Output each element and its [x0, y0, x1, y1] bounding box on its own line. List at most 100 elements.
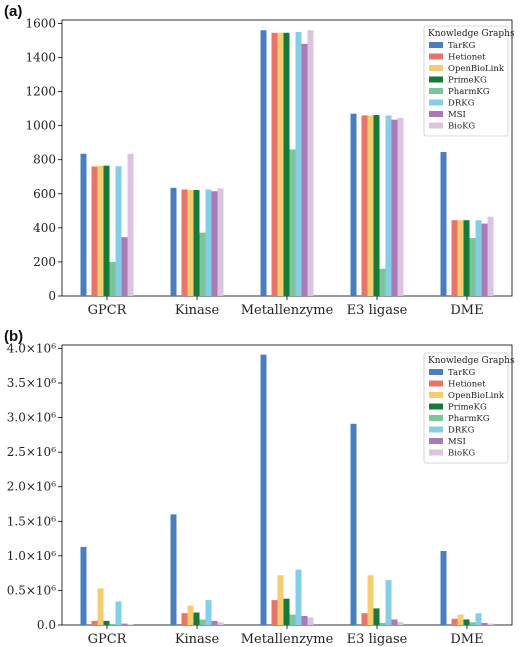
bar-primekg: [103, 620, 110, 625]
legend-swatch: [429, 403, 443, 410]
y-tick-label: 3.0×10⁶: [7, 411, 56, 425]
y-tick-label: 1200: [25, 85, 56, 99]
y-tick-label: 1.0×10⁶: [7, 549, 56, 563]
legend-swatch: [429, 369, 443, 375]
y-tick-label: 2.5×10⁶: [7, 445, 56, 459]
legend: Knowledge Graphs TarKG HetionetOpenBioLink…: [423, 352, 515, 464]
legend-label: TarKG: [448, 41, 475, 51]
bar-hetionet: [361, 115, 368, 296]
bar-drkg: [475, 220, 482, 296]
bar-pharmkg: [469, 238, 476, 296]
bar-msi: [481, 223, 488, 296]
legend-box: [423, 352, 509, 464]
bar-pharmkg: [109, 623, 116, 625]
y-tick-label: 1600: [25, 16, 56, 30]
bar-tarkg: [80, 546, 87, 625]
bar-openbiolink: [457, 614, 464, 625]
bar-drkg: [115, 166, 122, 296]
bar-hetionet: [181, 189, 188, 296]
x-tick-label: Metallenzyme: [241, 632, 334, 647]
bar-biokg: [397, 117, 404, 297]
legend-label: OpenBioLink: [448, 391, 505, 401]
bar-drkg: [385, 115, 392, 296]
y-tick-label: 0: [48, 289, 56, 303]
legend-swatch: [429, 449, 443, 456]
bar-biokg: [307, 617, 314, 625]
panel-label: (a): [4, 3, 22, 20]
x-tick-label: DME: [450, 632, 483, 647]
y-tick-label: 4.0×10⁶: [7, 341, 56, 355]
legend-label: PharmKG: [448, 87, 490, 97]
x-tick-label: GPCR: [88, 632, 128, 647]
x-tick-label: Kinase: [175, 303, 220, 318]
y-tick-label: 0.0: [37, 618, 56, 632]
bar-primekg: [103, 165, 110, 296]
legend-swatch: [429, 53, 443, 60]
bar-openbiolink: [277, 575, 284, 625]
bar-primekg: [193, 612, 200, 625]
legend-swatch: [429, 122, 443, 129]
bar-drkg: [205, 600, 212, 625]
bar-msi: [391, 619, 398, 625]
legend-label: PrimeKG: [448, 403, 487, 413]
x-tick-label: E3 ligase: [347, 303, 408, 318]
bar-tarkg: [350, 113, 357, 296]
y-tick-label: 0.5×10⁶: [7, 583, 56, 597]
chart-panel-1: (a) 0 200 400 600 800 1000 1200 1400 1600 GPCR Kina…: [4, 3, 515, 318]
bar-msi: [301, 616, 308, 625]
bar-openbiolink: [187, 190, 194, 296]
x-tick-label: Metallenzyme: [241, 303, 334, 318]
legend-label: DRKG: [448, 99, 475, 109]
bar-tarkg: [440, 551, 447, 625]
bar-pharmkg: [199, 232, 206, 296]
bar-openbiolink: [367, 115, 374, 296]
x-tick-label: Kinase: [175, 632, 220, 647]
legend-label: PrimeKG: [448, 76, 487, 86]
bar-biokg: [487, 216, 494, 296]
bar-primekg: [463, 220, 470, 296]
bar-hetionet: [451, 618, 458, 625]
bar-openbiolink: [277, 32, 284, 297]
legend-swatch: [429, 426, 443, 433]
y-tick-label: 200: [33, 255, 56, 269]
legend-title: Knowledge Graphs: [428, 29, 515, 39]
legend: Knowledge Graphs TarKG HetionetOpenBioLink…: [423, 25, 515, 137]
bar-msi: [211, 620, 218, 625]
legend-swatch: [429, 415, 443, 421]
bar-biokg: [397, 622, 404, 625]
y-tick-label: 400: [33, 221, 56, 235]
x-tick-label: E3 ligase: [347, 632, 408, 647]
legend-label: MSI: [448, 110, 466, 120]
y-tick-label: 600: [33, 187, 56, 201]
bar-hetionet: [181, 613, 188, 625]
bar-tarkg: [170, 187, 177, 296]
y-tick-label: 1.5×10⁶: [7, 514, 56, 528]
bar-tarkg: [80, 153, 87, 296]
legend-label: DRKG: [448, 426, 475, 436]
bar-tarkg: [170, 514, 177, 625]
bar-drkg: [115, 601, 122, 625]
y-tick-label: 1000: [25, 119, 56, 133]
legend-swatch: [429, 111, 443, 117]
bar-biokg: [127, 624, 134, 625]
y-tick-label: 2.0×10⁶: [7, 480, 56, 494]
bar-drkg: [205, 189, 212, 296]
legend-swatch: [429, 76, 443, 83]
bar-drkg: [295, 569, 302, 625]
bar-pharmkg: [289, 149, 296, 296]
bar-pharmkg: [199, 619, 206, 625]
y-tick-label: 800: [33, 153, 56, 167]
bar-hetionet: [451, 220, 458, 296]
bar-biokg: [487, 623, 494, 625]
x-tick-label: GPCR: [88, 303, 128, 318]
bar-hetionet: [91, 166, 98, 296]
bar-biokg: [307, 30, 314, 296]
bar-biokg: [127, 153, 134, 296]
legend-label: MSI: [448, 437, 466, 447]
legend-swatch: [429, 392, 443, 398]
legend-swatch: [429, 99, 443, 106]
legend-swatch: [429, 380, 443, 387]
bar-openbiolink: [97, 165, 104, 296]
legend-title: Knowledge Graphs: [428, 356, 515, 366]
